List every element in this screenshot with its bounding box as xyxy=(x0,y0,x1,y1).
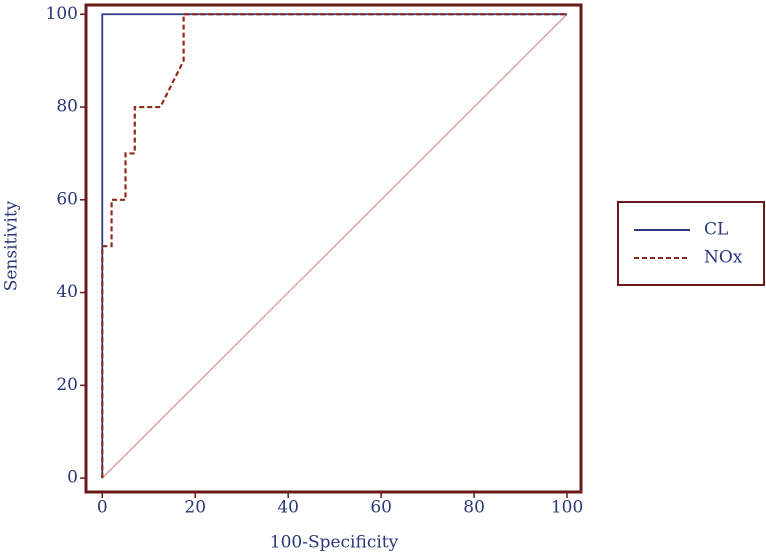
y-tick-label: 100 xyxy=(46,4,78,24)
plot-frame xyxy=(84,3,583,494)
x-tick-label: 20 xyxy=(184,498,206,518)
reference-line xyxy=(101,13,568,479)
y-axis-title: Sensitivity xyxy=(2,200,22,291)
x-axis-title: 100-Specificity xyxy=(270,533,399,553)
y-tick-label: 0 xyxy=(67,468,78,488)
x-tick-label: 60 xyxy=(370,498,392,518)
y-tick-label: 80 xyxy=(56,97,78,117)
x-tick-label: 100 xyxy=(551,498,583,518)
y-tick-label: 20 xyxy=(56,375,78,395)
y-tick-label: 60 xyxy=(56,189,78,209)
y-tick-label: 40 xyxy=(56,282,78,302)
legend-box xyxy=(617,201,765,286)
legend-label: CL xyxy=(704,220,728,240)
x-tick-label: 0 xyxy=(97,498,108,518)
legend-label: NOx xyxy=(704,248,743,268)
series-line xyxy=(101,13,568,479)
x-tick-label: 80 xyxy=(463,498,485,518)
x-tick-label: 40 xyxy=(277,498,299,518)
